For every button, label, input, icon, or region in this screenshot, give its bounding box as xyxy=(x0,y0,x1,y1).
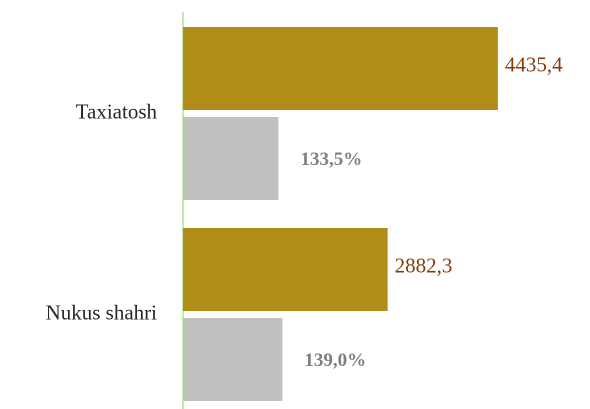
value-label: 4435,4 xyxy=(505,52,563,76)
value-label: 133,5% xyxy=(300,149,362,170)
bar xyxy=(183,27,498,110)
category-label: Taxiatosh xyxy=(76,99,158,123)
value-label: 139,0% xyxy=(304,350,366,371)
category-label: Nukus shahri xyxy=(46,300,158,324)
bar xyxy=(183,318,283,401)
value-label: 2882,3 xyxy=(395,253,453,277)
bar xyxy=(183,117,279,200)
bar xyxy=(183,228,388,311)
